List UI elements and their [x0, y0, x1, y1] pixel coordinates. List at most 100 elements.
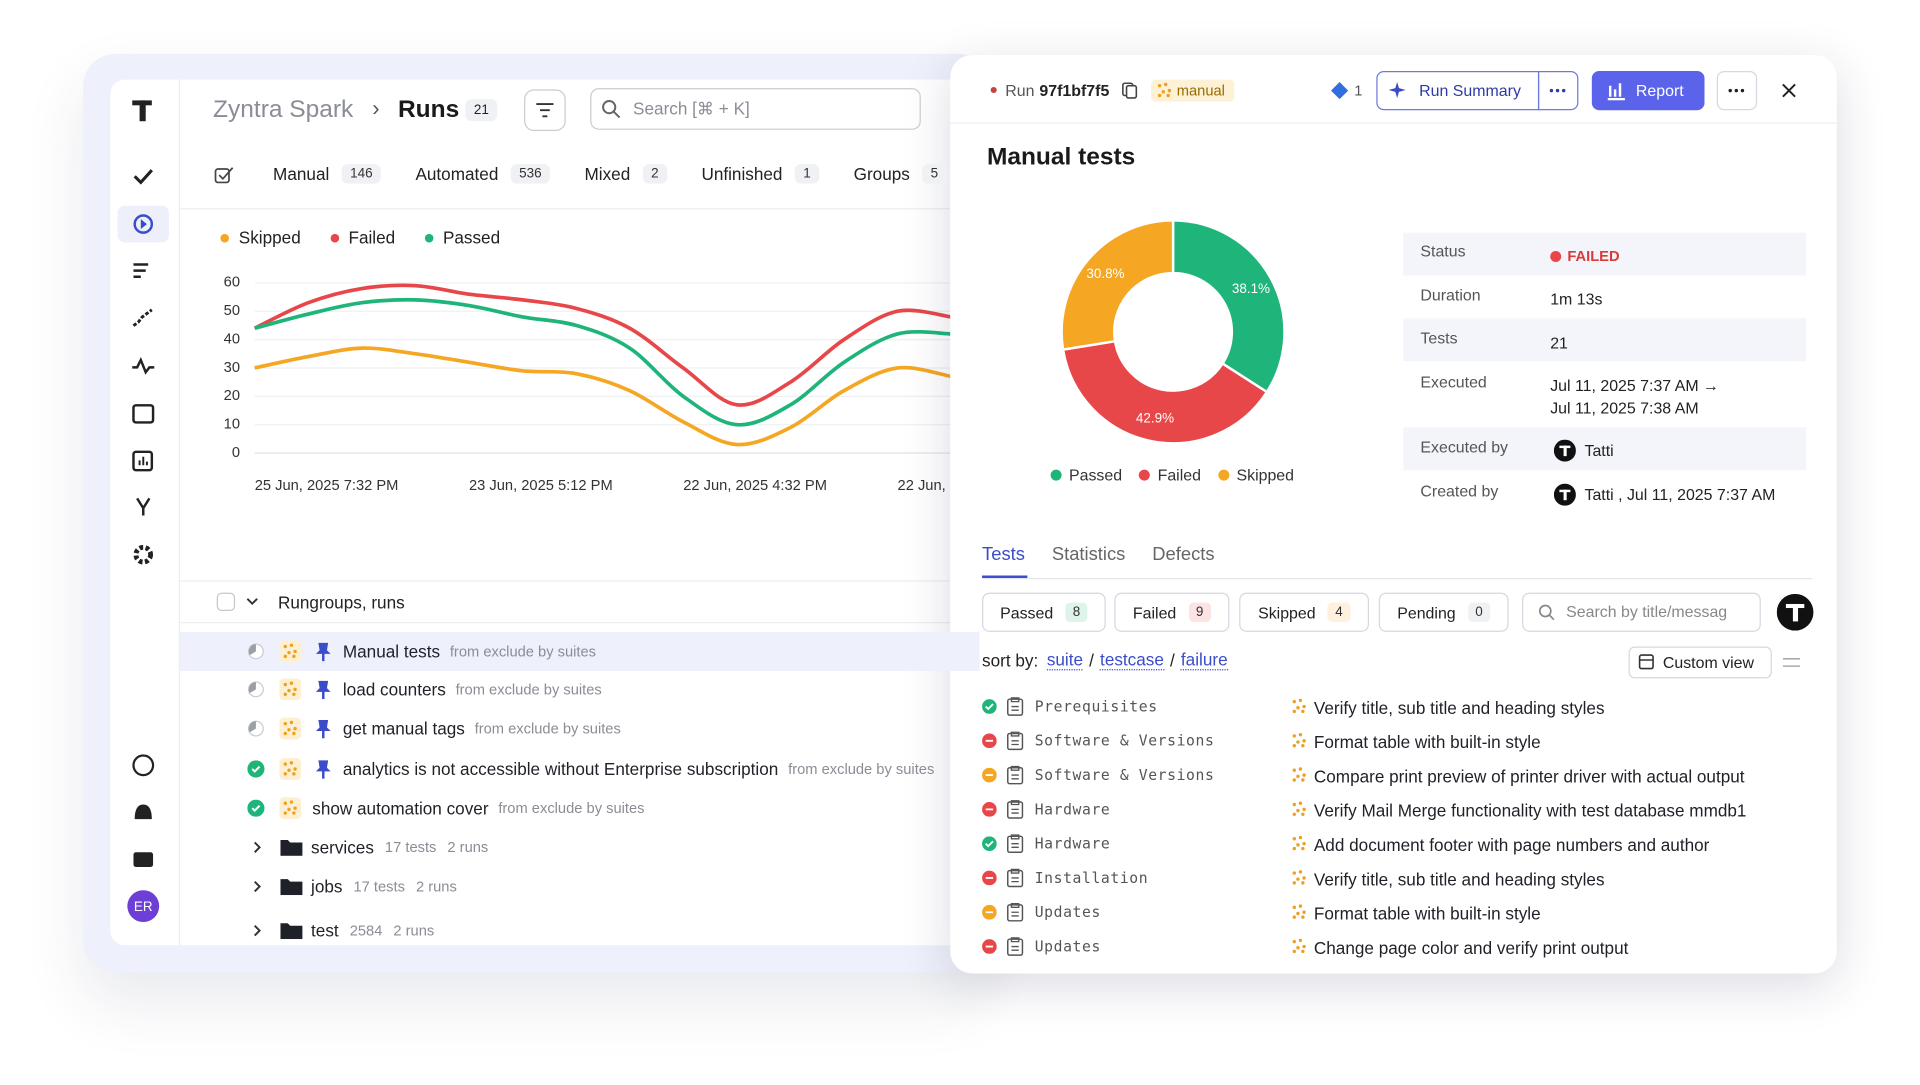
more-button[interactable] — [1716, 71, 1758, 111]
legend-item[interactable]: Passed — [424, 228, 500, 247]
folder-row[interactable]: test 2584 2 runs — [311, 921, 434, 941]
runs-header-divider — [180, 622, 980, 624]
status-check — [251, 765, 261, 773]
test-title[interactable]: Format table with built-in style — [1313, 732, 1541, 752]
x-tick-label: 22 Jun, — [898, 478, 946, 494]
tab-label: Groups — [853, 164, 910, 184]
copy-icon[interactable] — [1122, 82, 1139, 99]
detail-value: 21 — [1550, 333, 1568, 353]
run-row[interactable]: show automation cover from exclude by sui… — [312, 798, 644, 818]
folder-row[interactable]: services 17 tests 2 runs — [311, 838, 488, 858]
view-box — [1638, 654, 1654, 670]
select-icon[interactable] — [214, 165, 234, 185]
run-row[interactable]: load counters from exclude by suites — [343, 680, 602, 700]
filter-chip[interactable]: Failed 9 — [1114, 592, 1230, 632]
test-title[interactable]: Format table with built-in style — [1313, 903, 1541, 924]
detail-value: Jul 11, 2025 7:38 AM — [1550, 398, 1699, 417]
nav-branch[interactable] — [136, 497, 151, 516]
manual-icon-dot — [1302, 773, 1306, 777]
folder-runs: 2 runs — [415, 877, 457, 896]
run-row[interactable]: Manual tests from exclude by suites — [343, 642, 596, 662]
manual-icon-dot — [1292, 699, 1297, 704]
manual-icon-dot — [287, 807, 291, 812]
avatar-logo — [1792, 603, 1799, 622]
tab[interactable]: Manual 146 — [273, 164, 382, 184]
pin — [315, 760, 331, 779]
test-title[interactable]: Verify Mail Merge functionality with tes… — [1313, 800, 1747, 821]
tab[interactable]: Groups 5 — [854, 164, 947, 184]
manual-icon-dot — [1292, 905, 1297, 910]
pie-slice — [1060, 219, 1175, 352]
test-title[interactable]: Compare print preview of printer driver … — [1313, 766, 1745, 787]
test-search[interactable] — [1522, 592, 1761, 632]
nav-projects[interactable] — [133, 852, 154, 867]
pie-slice — [1061, 339, 1269, 445]
legend-item[interactable]: Failed — [1139, 466, 1201, 484]
row-checkbox[interactable] — [216, 592, 236, 612]
avatar — [1776, 593, 1814, 631]
manual-icon-dot — [1302, 876, 1306, 880]
legend-item[interactable]: Skipped — [1218, 466, 1294, 484]
nav-settings[interactable] — [133, 544, 154, 565]
nav-pulse[interactable] — [132, 357, 155, 375]
legend-item[interactable]: Failed — [330, 228, 395, 247]
settings-icon[interactable] — [1782, 655, 1801, 670]
nav-bell[interactable] — [134, 804, 152, 820]
test-status — [982, 802, 997, 817]
tab[interactable]: Automated 536 — [415, 164, 551, 184]
sort-option[interactable]: suite — [1046, 649, 1084, 671]
search-box[interactable] — [590, 88, 921, 130]
sort-option[interactable]: failure — [1180, 649, 1228, 671]
manual-badge — [1151, 79, 1235, 102]
user-avatar[interactable] — [127, 890, 160, 923]
pin — [315, 720, 331, 739]
folder-runs: 2 runs — [447, 838, 489, 856]
nav-steps[interactable] — [132, 308, 153, 327]
run-row[interactable]: analytics is not accessible without Ente… — [343, 759, 934, 779]
run-row[interactable]: get manual tags from exclude by suites — [343, 719, 621, 739]
manual-icon-dot — [1161, 90, 1165, 94]
test-title[interactable]: Change page color and verify print outpu… — [1313, 937, 1629, 958]
legend-item[interactable]: Skipped — [220, 228, 301, 247]
panel-title: Manual tests — [986, 143, 1136, 171]
sort-option[interactable]: testcase — [1100, 649, 1164, 671]
filter-chip[interactable]: Skipped 4 — [1239, 592, 1369, 632]
nav-check[interactable] — [133, 169, 153, 185]
manual-icon-dot — [293, 687, 297, 692]
filter-button[interactable] — [524, 89, 566, 132]
nav-analytics[interactable] — [132, 450, 154, 472]
manual-icon-bg — [279, 717, 302, 740]
chevron[interactable] — [251, 841, 263, 853]
test-title[interactable]: Verify title, sub title and heading styl… — [1313, 697, 1605, 718]
manual-icon — [279, 757, 302, 781]
test-title[interactable]: Verify title, sub title and heading styl… — [1313, 869, 1605, 889]
filter-chip[interactable]: Passed 8 — [982, 592, 1106, 632]
close-icon[interactable] — [1782, 83, 1797, 98]
nav-list[interactable] — [133, 263, 149, 278]
nav-help[interactable] — [132, 754, 155, 777]
logo-stem — [139, 100, 146, 122]
chevron[interactable] — [246, 595, 258, 607]
manual-icon-dot — [1302, 910, 1306, 914]
folder-row[interactable]: jobs 17 tests 2 runs — [311, 877, 457, 897]
manual-icon-dot — [292, 731, 296, 736]
tab-count: 536 — [510, 164, 551, 184]
clipboard — [1007, 767, 1024, 785]
manual-icon-dot — [1292, 709, 1297, 714]
manual-icon-bg — [279, 757, 302, 781]
filter-chip[interactable]: Pending 0 — [1378, 592, 1509, 632]
tab[interactable]: Unfinished 1 — [701, 164, 820, 184]
nav-import[interactable] — [132, 404, 155, 424]
chevron[interactable] — [251, 924, 263, 937]
detail-row-bg — [1403, 427, 1807, 471]
tab[interactable]: Mixed 2 — [585, 164, 668, 184]
test-status — [982, 699, 997, 714]
legend-item[interactable]: Passed — [1050, 466, 1122, 484]
chevron[interactable] — [251, 880, 263, 893]
test-title[interactable]: Add document footer with page numbers an… — [1313, 835, 1710, 855]
custom-view-button[interactable] — [1628, 646, 1772, 679]
report-label: Report — [1635, 81, 1684, 100]
nav-runs[interactable] — [133, 214, 154, 234]
summary-more[interactable] — [1537, 71, 1579, 111]
